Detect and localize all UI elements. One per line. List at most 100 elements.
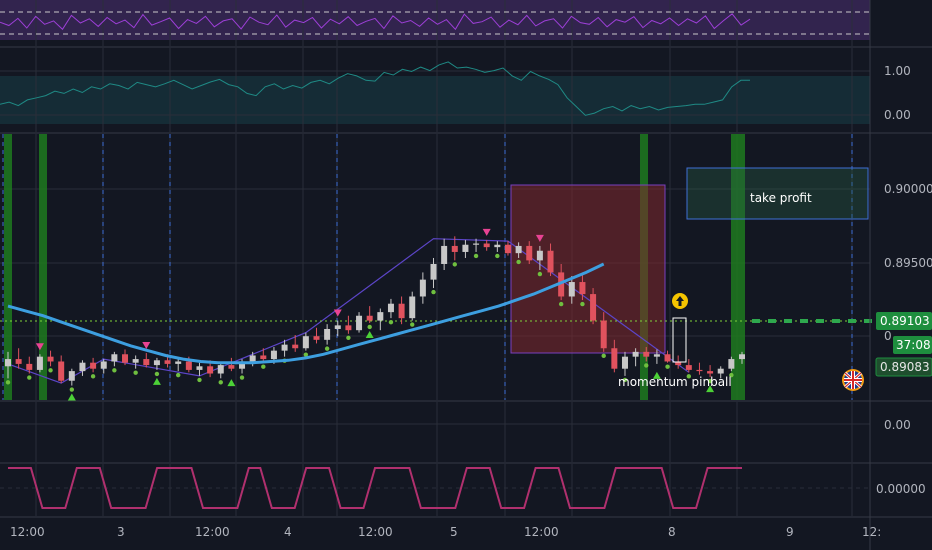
time-axis-label: 3 <box>117 525 125 539</box>
buy-marker <box>227 379 236 387</box>
support-dot <box>516 259 521 265</box>
rsi-panel[interactable] <box>0 0 870 46</box>
candle-down <box>15 359 22 364</box>
support-dot <box>537 271 543 277</box>
support-dot <box>495 253 500 259</box>
lower-oscillator-tick-label: 0.00 <box>884 418 911 432</box>
low-price-badge: 0.89083 <box>875 357 932 377</box>
candle-up <box>739 354 745 360</box>
support-dot <box>558 301 564 307</box>
candle-down <box>643 351 650 357</box>
projection-dash <box>864 319 872 323</box>
step-indicator-panel[interactable] <box>0 464 870 516</box>
countdown-label: 37:08 <box>896 338 931 352</box>
countdown-badge: 37:08 <box>893 336 932 354</box>
candle-up <box>111 354 118 362</box>
buy-marker <box>652 371 661 379</box>
candle-up <box>270 350 277 360</box>
support-dot <box>176 372 181 378</box>
time-axis-label: 12:00 <box>10 525 45 539</box>
trade-zone <box>510 184 666 354</box>
price-tick-label: 0.89500 <box>884 256 932 270</box>
candle-up <box>324 328 331 340</box>
support-dot <box>218 380 223 385</box>
support-dot <box>388 319 394 325</box>
sell-marker <box>142 342 151 350</box>
projection-dash <box>848 319 856 323</box>
candle-down <box>526 245 533 261</box>
candle-up <box>515 245 522 254</box>
candle-up <box>387 303 394 313</box>
buy-marker <box>706 385 715 393</box>
candle-up <box>302 336 309 349</box>
candle-up <box>494 244 501 248</box>
support-dot <box>622 377 628 383</box>
candle-down <box>685 365 692 370</box>
support-dot <box>154 371 160 377</box>
candle-up <box>653 354 660 357</box>
current-price-badge: 0.89103 <box>876 312 932 330</box>
buy-marker <box>152 377 161 385</box>
support-dot <box>239 375 245 380</box>
support-dot <box>5 380 11 385</box>
oscillator-band <box>0 76 870 124</box>
time-axis-label: 12:00 <box>524 525 559 539</box>
support-dot <box>580 301 585 307</box>
candle-down <box>675 361 682 366</box>
signal-band <box>731 134 745 400</box>
candle-down <box>164 360 171 364</box>
time-axis-label: 8 <box>668 525 676 539</box>
support-dot <box>367 324 372 330</box>
support-dot <box>707 378 713 384</box>
candle-up <box>132 359 139 363</box>
time-axis-label: 4 <box>284 525 292 539</box>
candle-down <box>143 359 150 366</box>
take-profit-zone[interactable]: take profit <box>686 167 869 220</box>
candle-down <box>366 315 373 321</box>
support-dot <box>112 368 117 373</box>
support-dot <box>69 387 75 392</box>
up-arrow-circle-icon[interactable] <box>672 293 688 309</box>
projection-dash <box>832 319 840 323</box>
support-dot <box>431 289 436 295</box>
candle-down <box>398 303 405 319</box>
support-dot <box>90 374 96 379</box>
support-dot <box>665 364 670 369</box>
uk-flag-icon[interactable] <box>842 369 864 391</box>
lower-oscillator-panel[interactable] <box>0 402 870 462</box>
rsi-line <box>0 13 751 31</box>
candle-up <box>249 355 256 362</box>
candle-down <box>345 325 352 331</box>
buy-marker <box>365 330 374 338</box>
candle-down <box>590 294 597 321</box>
candle-up <box>632 351 639 357</box>
candle-up <box>153 360 160 366</box>
candle-down <box>47 356 54 362</box>
candle-down <box>207 366 214 374</box>
price-panel[interactable] <box>0 134 872 401</box>
candle-down <box>90 362 97 369</box>
candle-down <box>228 365 235 369</box>
support-dot <box>133 370 138 375</box>
current-price-label: 0.89103 <box>880 314 930 328</box>
moving-average-line <box>7 262 605 365</box>
support-dot <box>303 352 309 357</box>
momentum-pinball-label: momentum pinball <box>618 375 732 389</box>
projection-dash <box>800 319 808 323</box>
candle-down <box>600 320 607 349</box>
projection-dash <box>752 319 760 323</box>
candle-down <box>579 282 586 295</box>
low-price-label: 0.89083 <box>880 360 930 374</box>
candle-up <box>536 250 543 261</box>
signal-band <box>4 134 12 400</box>
pinball-candle-highlight <box>672 317 687 363</box>
support-dot <box>601 353 606 359</box>
candle-up <box>196 366 203 370</box>
projection-dash <box>768 319 776 323</box>
sell-marker <box>35 343 44 351</box>
oscillator-panel[interactable] <box>0 48 870 132</box>
candle-up <box>175 361 182 364</box>
candle-down <box>313 336 320 340</box>
